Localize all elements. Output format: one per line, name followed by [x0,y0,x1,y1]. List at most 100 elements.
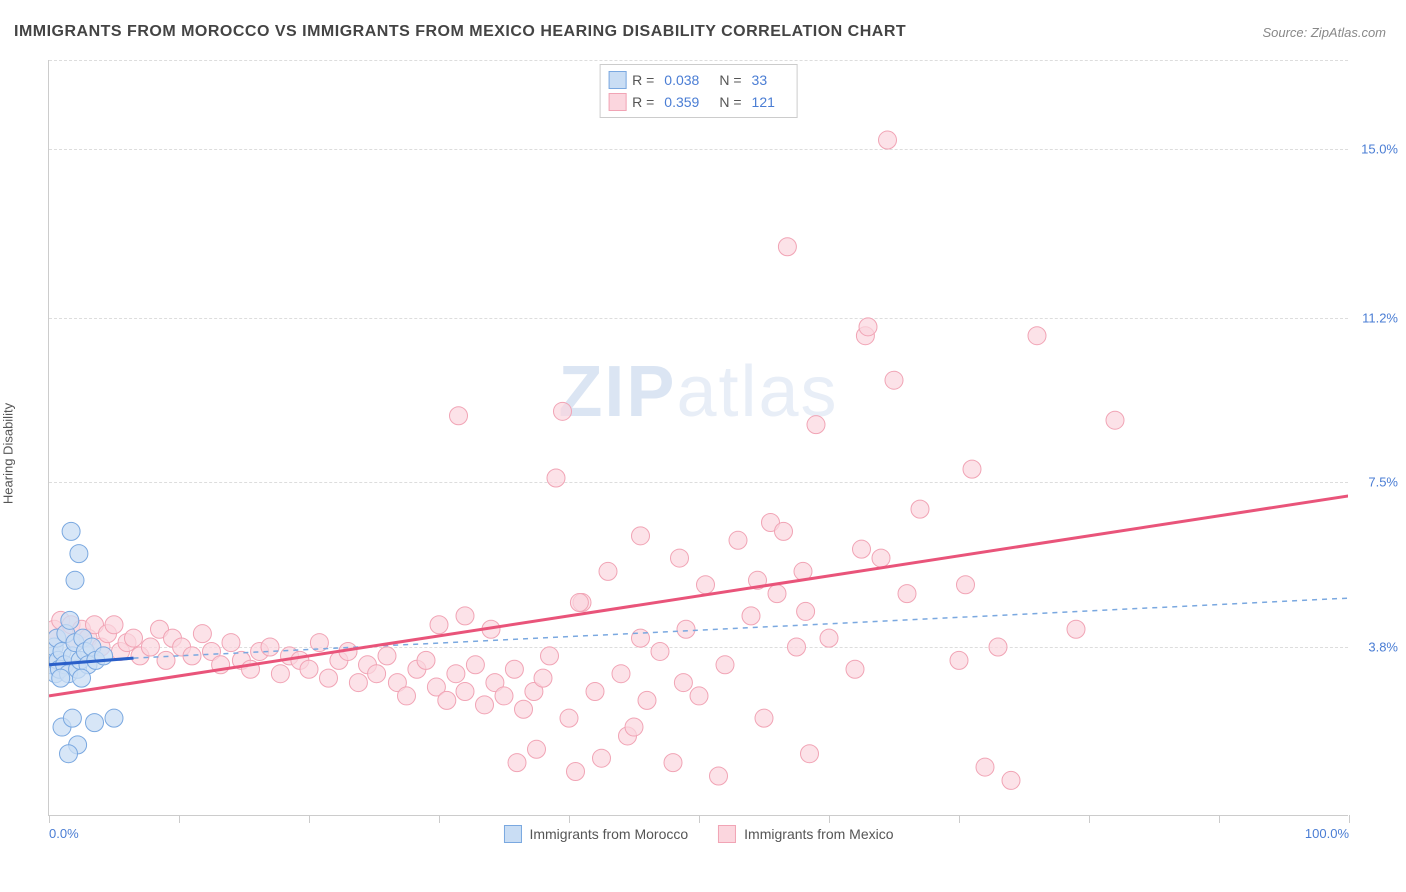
data-point [271,665,289,683]
legend-label-morocco: Immigrants from Morocco [529,826,688,842]
data-point [261,638,279,656]
legend-n-label: N = [719,94,741,110]
x-tick [569,815,570,823]
data-point [300,660,318,678]
data-point [989,638,1007,656]
data-point [697,576,715,594]
data-point [508,754,526,772]
data-point [417,651,435,669]
data-point [768,585,786,603]
data-point [61,611,79,629]
x-tick [49,815,50,823]
data-point [438,691,456,709]
x-tick [1219,815,1220,823]
x-tick-label: 0.0% [49,826,79,841]
data-point [456,682,474,700]
data-point [632,527,650,545]
data-point [911,500,929,518]
data-point [193,625,211,643]
data-point [1002,771,1020,789]
data-point [378,647,396,665]
data-point [612,665,630,683]
data-point [778,238,796,256]
data-point [62,522,80,540]
data-point [664,754,682,772]
mexico-swatch-icon [718,825,736,843]
legend-n-label: N = [719,72,741,88]
data-point [63,709,81,727]
data-point [755,709,773,727]
x-tick [179,815,180,823]
data-point [495,687,513,705]
data-point [632,629,650,647]
data-point [976,758,994,776]
legend-r-value-mexico: 0.359 [664,94,699,110]
data-point [593,749,611,767]
data-point [157,651,175,669]
data-point [368,665,386,683]
x-tick [439,815,440,823]
data-point [466,656,484,674]
data-point [957,576,975,594]
data-point [476,696,494,714]
x-tick [829,815,830,823]
data-point [674,674,692,692]
plot-area: ZIPatlas R = 0.038 N = 33 R = 0.359 N = … [48,60,1348,816]
series-legend: Immigrants from Morocco Immigrants from … [503,825,893,843]
data-point [515,700,533,718]
data-point [788,638,806,656]
data-point [547,469,565,487]
x-tick [959,815,960,823]
legend-row-morocco: R = 0.038 N = 33 [608,69,789,91]
data-point [625,718,643,736]
data-point [690,687,708,705]
data-point [560,709,578,727]
data-point [797,602,815,620]
data-point [879,131,897,149]
data-point [456,607,474,625]
data-point [963,460,981,478]
data-point [66,571,84,589]
data-point [599,562,617,580]
legend-n-value-morocco: 33 [752,72,768,88]
legend-row-mexico: R = 0.359 N = 121 [608,91,789,113]
data-point [447,665,465,683]
legend-label-mexico: Immigrants from Mexico [744,826,893,842]
chart-title: IMMIGRANTS FROM MOROCCO VS IMMIGRANTS FR… [14,23,906,41]
trend-line [49,496,1348,696]
scatter-svg [49,60,1348,815]
legend-item-morocco: Immigrants from Morocco [503,825,688,843]
x-tick [1349,815,1350,823]
chart-header: IMMIGRANTS FROM MOROCCO VS IMMIGRANTS FR… [14,20,1386,44]
x-tick [309,815,310,823]
data-point [801,745,819,763]
data-point [86,714,104,732]
data-point [898,585,916,603]
data-point [671,549,689,567]
mexico-swatch-icon [608,93,626,111]
data-point [872,549,890,567]
data-point [885,371,903,389]
data-point [125,629,143,647]
legend-item-mexico: Immigrants from Mexico [718,825,893,843]
source-attribution: Source: ZipAtlas.com [1262,25,1386,40]
data-point [638,691,656,709]
data-point [586,682,604,700]
data-point [52,669,70,687]
data-point [320,669,338,687]
y-axis-label: Hearing Disability [1,403,16,504]
data-point [846,660,864,678]
data-point [742,607,760,625]
data-point [807,416,825,434]
data-point [505,660,523,678]
data-point [859,318,877,336]
x-tick-label: 100.0% [1305,826,1349,841]
x-tick [1089,815,1090,823]
data-point [570,594,588,612]
legend-r-label: R = [632,72,654,88]
data-point [349,674,367,692]
data-point [677,620,695,638]
correlation-legend: R = 0.038 N = 33 R = 0.359 N = 121 [599,64,798,118]
legend-r-label: R = [632,94,654,110]
data-point [554,402,572,420]
